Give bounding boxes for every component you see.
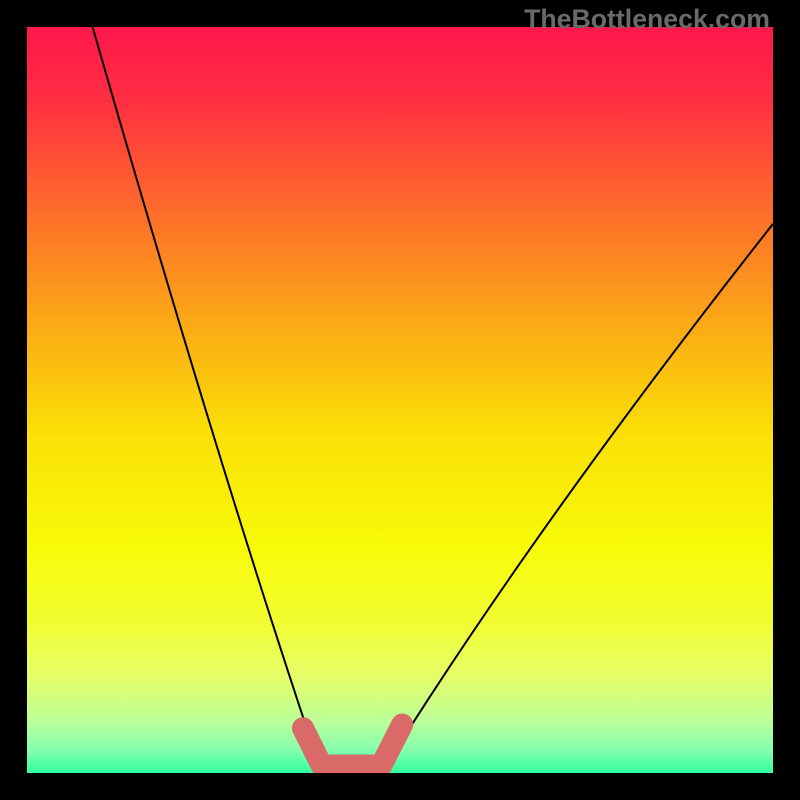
- plot-area: [27, 27, 773, 773]
- valley-highlight: [303, 725, 402, 766]
- left-branch-line: [93, 27, 322, 773]
- chart-svg: [27, 27, 773, 773]
- right-branch-line: [381, 224, 773, 773]
- gradient-background: [27, 27, 773, 773]
- watermark-text: TheBottleneck.com: [524, 4, 770, 35]
